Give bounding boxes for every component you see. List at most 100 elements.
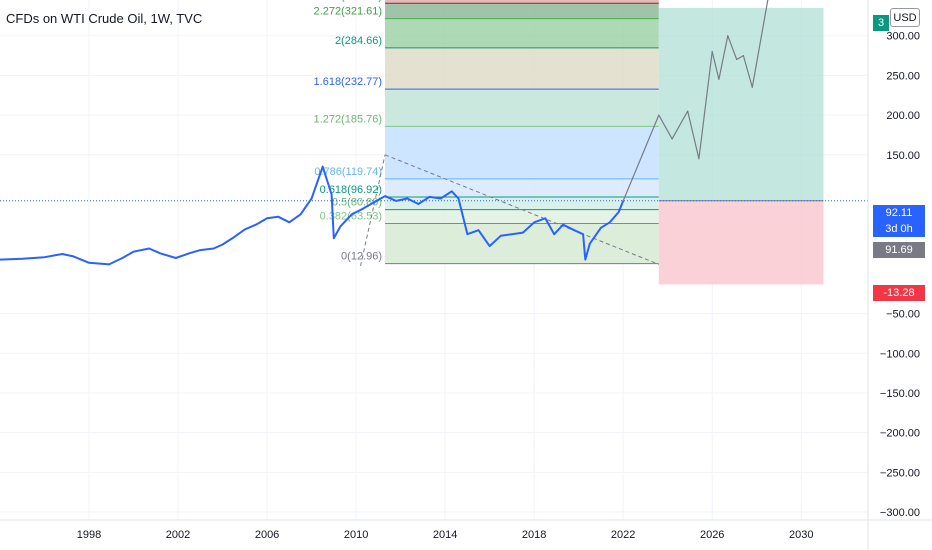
y-tick-label: 300.00 — [886, 31, 920, 43]
fib-band — [385, 18, 659, 48]
series-point — [622, 200, 624, 202]
currency-button[interactable]: USD — [890, 8, 920, 27]
series-point — [698, 158, 700, 160]
stop-zone — [658, 200, 824, 285]
fib-band — [385, 223, 659, 264]
projection-line — [622, 0, 769, 202]
countdown-badge: 3d 0h — [873, 221, 925, 237]
x-tick-label: 2014 — [433, 529, 457, 541]
series-point — [711, 51, 713, 53]
series-point — [373, 201, 375, 204]
fib-level-label: 0.618(96.92) — [320, 184, 382, 196]
series-point — [288, 221, 290, 223]
x-tick-label: 2026 — [700, 529, 724, 541]
series-point — [148, 247, 150, 250]
series-point — [0, 259, 1, 261]
y-tick-label: −200.00 — [880, 428, 920, 440]
last-price-badge: 92.11 — [873, 205, 925, 221]
series-point — [21, 258, 23, 260]
series-point — [573, 229, 575, 231]
series-point — [384, 195, 386, 197]
series-point — [687, 110, 689, 112]
series-point — [533, 221, 535, 223]
series-point — [457, 197, 460, 200]
stop-value-badge: -13.28 — [873, 285, 925, 301]
series-point — [331, 193, 333, 196]
series-point — [618, 211, 620, 213]
series-point — [322, 166, 324, 168]
fib-level-label: 0(12.96) — [341, 251, 382, 263]
fib-band — [385, 196, 659, 210]
series-point — [477, 229, 480, 231]
series-point — [199, 249, 201, 251]
series-point — [121, 257, 124, 259]
series-point — [584, 259, 586, 261]
top-partial-label: 3 — [873, 15, 889, 31]
y-tick-label: −50.00 — [886, 309, 920, 321]
y-tick-label: −250.00 — [880, 467, 920, 479]
fib-base-line — [360, 154, 386, 267]
series-point — [159, 252, 161, 254]
series-point — [233, 236, 235, 238]
fib-band — [385, 126, 659, 179]
series-point — [451, 190, 453, 192]
fib-band — [385, 3, 659, 19]
series-point — [562, 224, 564, 226]
series-point — [718, 78, 720, 80]
series-point — [727, 35, 729, 37]
series-point — [255, 224, 257, 226]
series-point — [339, 225, 342, 227]
series-point — [61, 253, 63, 255]
fib-level-label: 1.618(232.77) — [314, 76, 383, 88]
series-point — [417, 203, 420, 205]
series-point — [511, 233, 513, 235]
series-point — [266, 217, 268, 219]
series-point — [333, 237, 335, 239]
long-position-tool[interactable] — [0, 7, 868, 285]
x-tick-label: 2030 — [789, 529, 813, 541]
series-point — [395, 200, 397, 202]
series-point — [658, 114, 660, 116]
series-point — [299, 213, 302, 215]
series-point — [43, 256, 46, 258]
x-tick-label: 2002 — [166, 529, 190, 541]
series-point — [522, 232, 524, 234]
fib-band — [385, 89, 659, 127]
fib-level-label: 0.786(119.74) — [314, 166, 382, 178]
series-point — [132, 251, 135, 253]
series-point — [362, 208, 364, 210]
series-point — [440, 197, 442, 200]
x-tick-label: 2022 — [611, 529, 635, 541]
fib-band — [385, 209, 659, 224]
series-point — [742, 54, 744, 57]
fib-trend-line — [384, 154, 659, 265]
fibonacci-extension[interactable]: 0(12.96)0.382(63.53)0.5(80.89)0.618(96.9… — [314, 0, 659, 267]
series-point — [600, 227, 602, 229]
x-tick-label: 1998 — [77, 529, 101, 541]
series-lines — [0, 0, 769, 266]
y-tick-label: 200.00 — [886, 110, 920, 122]
series-point — [489, 245, 491, 247]
series-point — [72, 255, 75, 258]
series-point — [351, 213, 353, 215]
series-point — [213, 247, 215, 250]
fib-level-label: 2.272(321.61) — [314, 6, 383, 18]
series-point — [671, 138, 673, 140]
series-point — [277, 216, 279, 218]
series-point — [553, 233, 555, 235]
fib-level-label: 2(284.66) — [335, 35, 382, 47]
series-point — [221, 243, 224, 246]
fib-band — [385, 178, 659, 197]
series-point — [244, 228, 246, 231]
series-point — [466, 233, 468, 235]
fib-band — [385, 47, 659, 90]
series-point — [751, 86, 753, 88]
series-point — [500, 235, 502, 237]
fib-level-label: 1.272(185.76) — [314, 113, 383, 125]
series-point — [582, 233, 584, 235]
target-zone — [658, 7, 824, 201]
x-tick-label: 2018 — [522, 529, 546, 541]
